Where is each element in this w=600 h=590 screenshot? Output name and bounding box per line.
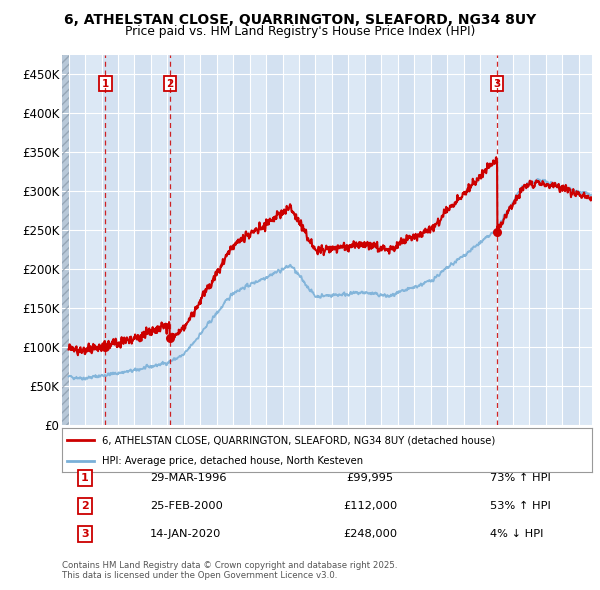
Bar [332,55,349,425]
Text: 3: 3 [494,79,501,89]
Text: 6, ATHELSTAN CLOSE, QUARRINGTON, SLEAFORD, NG34 8UY: 6, ATHELSTAN CLOSE, QUARRINGTON, SLEAFOR… [64,13,536,27]
Bar [134,55,151,425]
Bar [233,55,250,425]
Text: 1: 1 [81,473,89,483]
Bar [266,55,283,425]
Bar [431,55,447,425]
Bar [167,55,184,425]
Text: 6, ATHELSTAN CLOSE, QUARRINGTON, SLEAFORD, NG34 8UY (detached house): 6, ATHELSTAN CLOSE, QUARRINGTON, SLEAFOR… [102,435,495,445]
Text: 3: 3 [81,529,89,539]
Bar [562,55,579,425]
Text: £248,000: £248,000 [343,529,397,539]
Text: 25-FEB-2000: 25-FEB-2000 [150,501,223,511]
Bar [529,55,546,425]
Text: 1: 1 [102,79,109,89]
Bar [398,55,414,425]
Text: 53% ↑ HPI: 53% ↑ HPI [490,501,551,511]
Text: Contains HM Land Registry data © Crown copyright and database right 2025.
This d: Contains HM Land Registry data © Crown c… [62,560,398,580]
Bar [62,55,68,425]
Bar [62,55,68,425]
Bar [200,55,217,425]
Text: HPI: Average price, detached house, North Kesteven: HPI: Average price, detached house, Nort… [102,457,363,467]
Text: 73% ↑ HPI: 73% ↑ HPI [490,473,551,483]
Bar [68,55,85,425]
Text: £112,000: £112,000 [343,501,397,511]
Text: 2: 2 [166,79,173,89]
Bar [299,55,316,425]
Text: 29-MAR-1996: 29-MAR-1996 [150,473,227,483]
Text: 4% ↓ HPI: 4% ↓ HPI [490,529,544,539]
Bar [464,55,480,425]
Bar [497,55,513,425]
Text: 14-JAN-2020: 14-JAN-2020 [150,529,221,539]
Text: £99,995: £99,995 [346,473,394,483]
Text: 2: 2 [81,501,89,511]
Text: Price paid vs. HM Land Registry's House Price Index (HPI): Price paid vs. HM Land Registry's House … [125,25,475,38]
Bar [101,55,118,425]
Bar [365,55,382,425]
